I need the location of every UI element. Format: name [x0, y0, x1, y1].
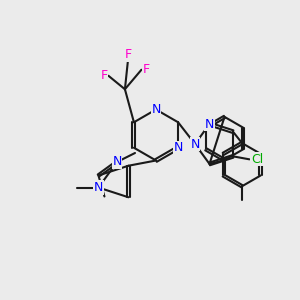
Text: F: F: [100, 69, 107, 82]
Text: F: F: [142, 63, 149, 76]
Text: N: N: [94, 181, 103, 194]
Text: N: N: [151, 103, 161, 116]
Text: N: N: [112, 155, 122, 169]
Text: N: N: [190, 137, 200, 151]
Text: N: N: [173, 141, 183, 154]
Text: Cl: Cl: [251, 153, 263, 166]
Text: F: F: [124, 48, 131, 61]
Text: N: N: [205, 118, 214, 130]
